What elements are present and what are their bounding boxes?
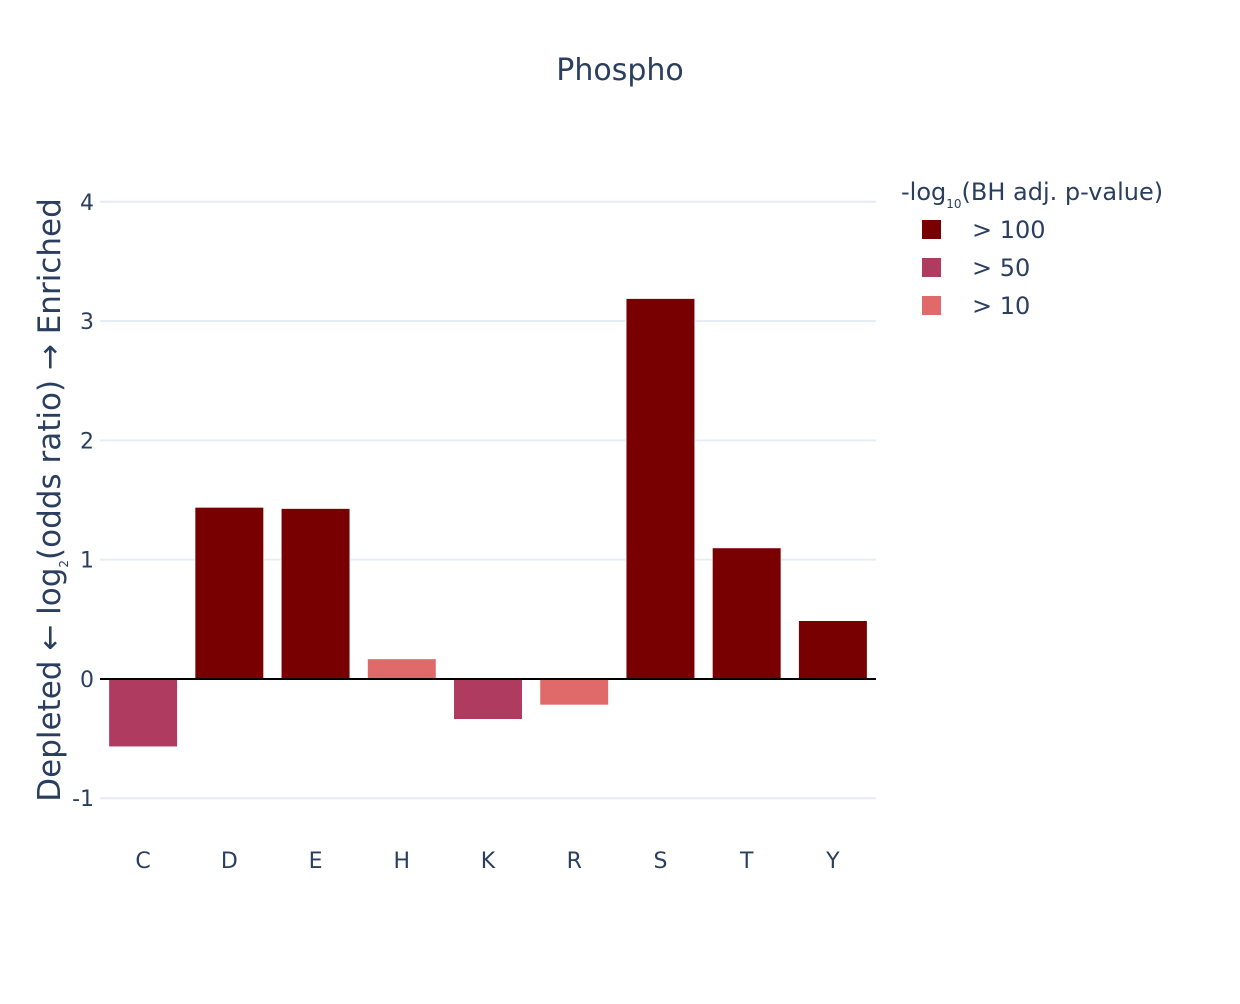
- y-tick-label: 1: [80, 549, 94, 574]
- bar-D: [194, 506, 265, 680]
- legend-title-post: (BH adj. p-value): [962, 178, 1164, 206]
- bar-S: [625, 297, 696, 680]
- x-tick-label: K: [481, 849, 496, 874]
- y-tick-label: 0: [80, 668, 94, 693]
- bar-Y: [797, 619, 868, 680]
- y-axis-title: Depleted ← log2(odds ratio) → Enriched: [32, 198, 71, 802]
- bar-E: [280, 507, 351, 680]
- legend-label: > 100: [972, 216, 1046, 244]
- y-tick-label: -1: [72, 787, 94, 812]
- chart-title: Phospho: [556, 53, 684, 88]
- legend-label: > 10: [972, 292, 1030, 320]
- legend-swatch: [922, 296, 941, 315]
- y-axis-title-subscript: 2: [57, 560, 71, 568]
- bar-R: [539, 678, 610, 706]
- y-axis-title-pre: Depleted ← log: [32, 568, 68, 802]
- x-tick-label: Y: [825, 849, 840, 874]
- x-tick-label: C: [135, 849, 150, 874]
- x-tick-label: H: [394, 849, 411, 874]
- legend-title: -log10(BH adj. p-value): [901, 178, 1163, 211]
- bar-C: [108, 678, 179, 748]
- bar-H: [366, 658, 437, 680]
- x-tick-label: R: [567, 849, 582, 874]
- bars: [108, 297, 868, 748]
- legend-title-pre: -log: [901, 178, 946, 206]
- y-axis-title-post: (odds ratio) → Enriched: [32, 198, 68, 560]
- bar-K: [453, 678, 523, 721]
- legend-entries: > 100 > 50 > 10: [922, 216, 1046, 320]
- x-tick-label: T: [739, 849, 754, 874]
- y-tick-labels: -1 0 1 2 3 4: [72, 191, 94, 812]
- y-tick-label: 2: [80, 429, 94, 454]
- x-tick-label: E: [309, 849, 323, 874]
- y-tick-label: 4: [80, 191, 94, 216]
- bar-T: [711, 547, 782, 680]
- legend-label: > 50: [972, 254, 1030, 282]
- y-tick-label: 3: [80, 310, 94, 335]
- x-tick-label: S: [653, 849, 667, 874]
- legend-swatch: [922, 258, 941, 277]
- legend: -log10(BH adj. p-value) > 100 > 50 > 10: [901, 178, 1163, 320]
- x-tick-label: D: [221, 849, 238, 874]
- legend-swatch: [922, 220, 941, 239]
- legend-title-subscript: 10: [946, 197, 961, 211]
